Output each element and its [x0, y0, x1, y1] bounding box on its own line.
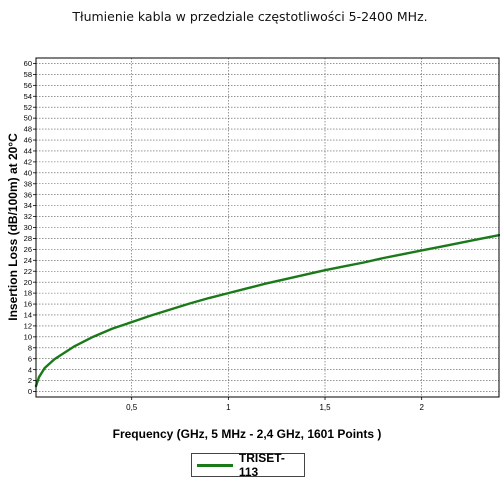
y-tick-label: 38 — [24, 179, 32, 188]
y-tick-label: 40 — [24, 168, 32, 177]
y-tick-label: 2 — [28, 376, 32, 385]
y-tick-label: 18 — [24, 289, 32, 298]
y-tick-label: 26 — [24, 245, 32, 254]
y-tick-label: 50 — [24, 114, 32, 123]
y-tick-label: 32 — [24, 212, 32, 221]
y-axis-title: Insertion Loss (dB/100m) at 20°C — [6, 133, 20, 321]
y-tick-label: 12 — [24, 322, 32, 331]
y-tick-label: 8 — [28, 343, 32, 352]
y-tick-label: 34 — [24, 201, 32, 210]
y-tick-label: 28 — [24, 234, 32, 243]
legend-label-triset-113: TRISET-113 — [238, 451, 285, 479]
y-tick-label: 4 — [28, 365, 32, 374]
y-tick-label: 56 — [24, 81, 32, 90]
y-tick-label: 22 — [24, 267, 32, 276]
y-tick-label: 54 — [24, 92, 32, 101]
y-tick-label: 20 — [24, 278, 32, 287]
legend: TRISET-113 — [191, 451, 305, 479]
x-tick-label: 1 — [226, 403, 231, 412]
y-tick-label: 10 — [24, 332, 32, 341]
y-tick-label: 30 — [24, 223, 32, 232]
x-tick-label: 2 — [419, 403, 424, 412]
x-axis-ticks: 0,5 1 1,5 2 — [126, 397, 424, 412]
y-tick-label: 52 — [24, 103, 32, 112]
grid-lines — [36, 58, 499, 397]
chart-title: Tłumienie kabla w przedziale częstotliwo… — [72, 9, 428, 24]
series-line-triset-113 — [34, 233, 500, 388]
y-tick-label: 14 — [24, 311, 32, 320]
y-tick-label: 24 — [24, 256, 32, 265]
x-tick-label: 0,5 — [126, 403, 138, 412]
legend-swatch-triset-113 — [197, 463, 233, 467]
y-axis-ticks: 0246810121416182022242628303234363840424… — [24, 59, 36, 396]
y-tick-label: 42 — [24, 157, 32, 166]
y-tick-label: 44 — [24, 147, 32, 156]
x-tick-label: 1,5 — [319, 403, 331, 412]
series-layer — [34, 233, 500, 388]
y-tick-label: 48 — [24, 125, 32, 134]
y-tick-label: 6 — [28, 354, 32, 363]
y-tick-label: 60 — [24, 59, 32, 68]
y-tick-label: 36 — [24, 190, 32, 199]
y-tick-label: 58 — [24, 70, 32, 79]
x-axis-title: Frequency (GHz, 5 MHz - 2,4 GHz, 1601 Po… — [113, 427, 382, 441]
y-tick-label: 46 — [24, 136, 32, 145]
y-tick-label: 16 — [24, 300, 32, 309]
y-tick-label: 0 — [28, 387, 32, 396]
